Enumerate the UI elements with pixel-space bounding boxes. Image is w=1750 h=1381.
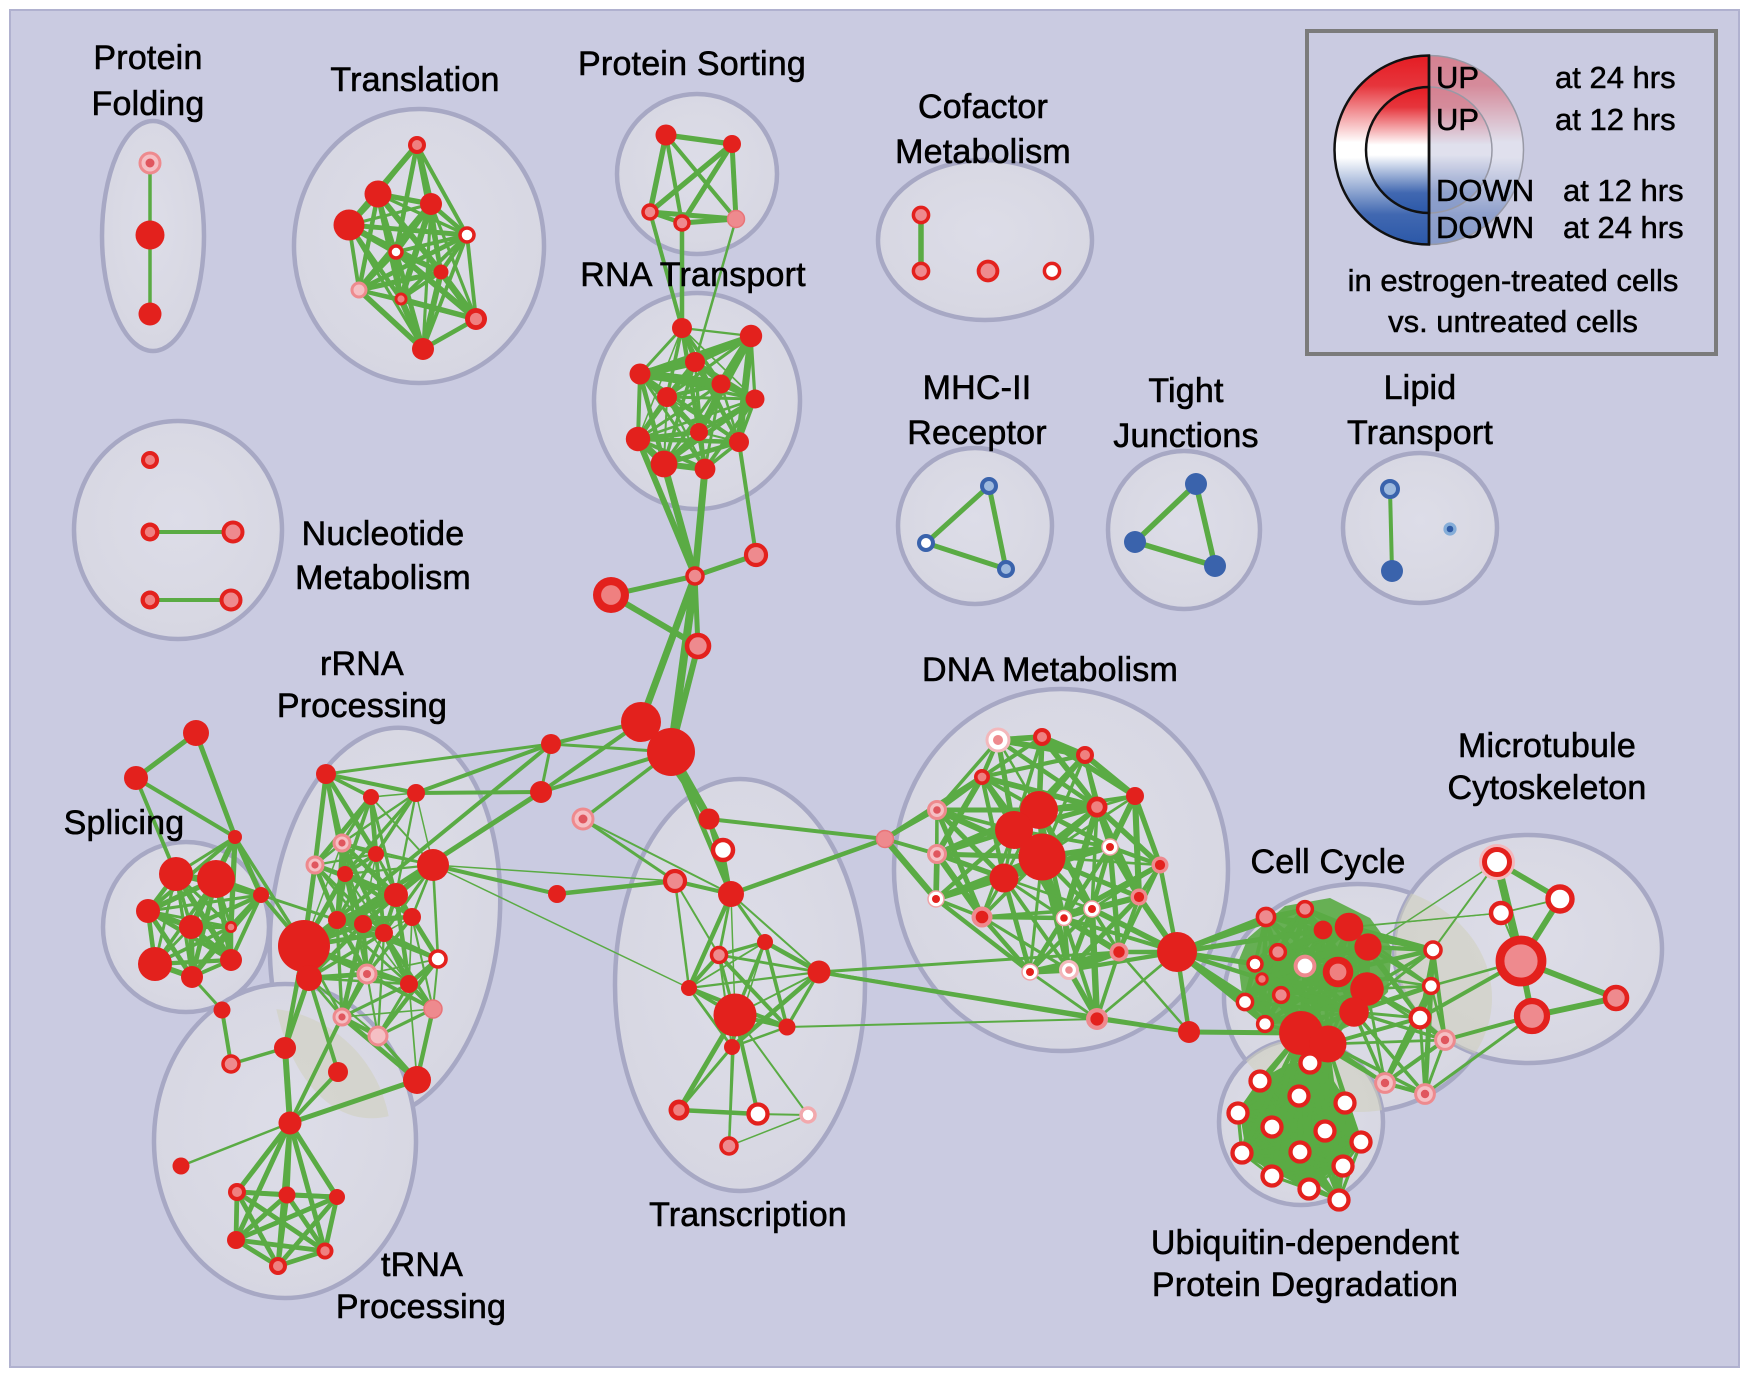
svg-text:Transcription: Transcription — [649, 1196, 847, 1234]
svg-text:RNA Transport: RNA Transport — [580, 256, 806, 294]
svg-text:Metabolism: Metabolism — [895, 133, 1071, 171]
svg-text:Splicing: Splicing — [64, 804, 185, 842]
svg-text:vs. untreated cells: vs. untreated cells — [1388, 304, 1638, 339]
svg-text:Protein Degradation: Protein Degradation — [1152, 1266, 1458, 1304]
svg-text:DNA Metabolism: DNA Metabolism — [922, 651, 1178, 689]
svg-text:MHC-II: MHC-II — [923, 369, 1032, 407]
svg-text:Processing: Processing — [336, 1288, 506, 1326]
svg-text:Nucleotide: Nucleotide — [302, 515, 465, 553]
svg-text:Lipid: Lipid — [1384, 369, 1457, 407]
svg-text:Protein: Protein — [93, 39, 202, 77]
svg-text:Cytoskeleton: Cytoskeleton — [1448, 769, 1647, 807]
svg-text:at 24 hrs: at 24 hrs — [1563, 210, 1684, 245]
svg-text:DOWN: DOWN — [1436, 210, 1534, 245]
svg-text:Tight: Tight — [1148, 372, 1224, 410]
svg-text:Junctions: Junctions — [1113, 417, 1258, 455]
svg-text:at 24 hrs: at 24 hrs — [1555, 60, 1676, 95]
svg-text:Folding: Folding — [92, 85, 205, 123]
svg-text:Cofactor: Cofactor — [918, 88, 1048, 126]
svg-text:Protein Sorting: Protein Sorting — [578, 45, 806, 83]
svg-text:at 12 hrs: at 12 hrs — [1555, 102, 1676, 137]
svg-text:rRNA: rRNA — [320, 645, 404, 683]
svg-text:Receptor: Receptor — [907, 414, 1047, 452]
svg-text:Processing: Processing — [277, 687, 447, 725]
svg-text:Microtubule: Microtubule — [1458, 727, 1636, 765]
svg-text:Ubiquitin-dependent: Ubiquitin-dependent — [1151, 1224, 1459, 1262]
svg-text:tRNA: tRNA — [381, 1246, 463, 1284]
svg-text:Transport: Transport — [1347, 414, 1493, 452]
svg-text:UP: UP — [1436, 60, 1479, 95]
svg-text:in estrogen-treated cells: in estrogen-treated cells — [1348, 263, 1679, 298]
svg-text:DOWN: DOWN — [1436, 173, 1534, 208]
svg-text:Translation: Translation — [330, 61, 499, 99]
svg-text:Cell Cycle: Cell Cycle — [1250, 843, 1405, 881]
svg-text:Metabolism: Metabolism — [295, 559, 471, 597]
svg-text:at 12 hrs: at 12 hrs — [1563, 173, 1684, 208]
svg-text:UP: UP — [1436, 102, 1479, 137]
